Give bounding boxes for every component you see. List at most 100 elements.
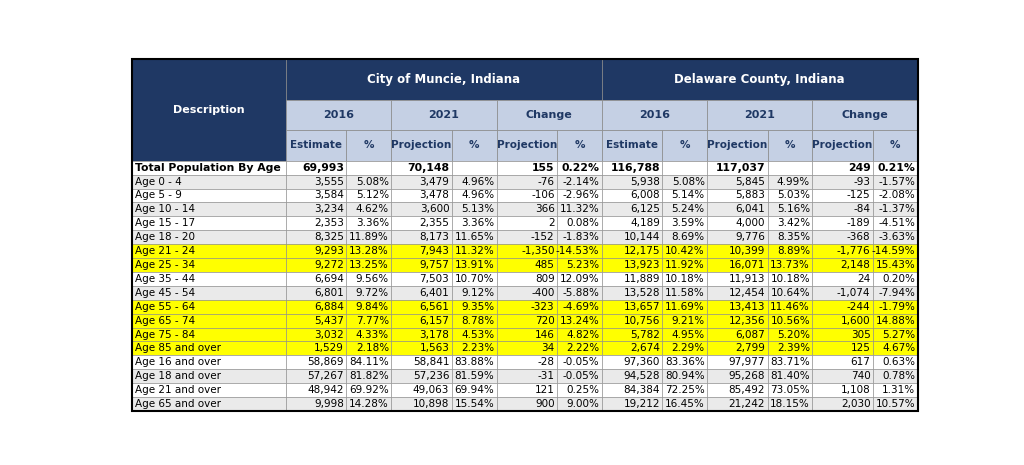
Text: 2.22%: 2.22% [566,344,599,353]
Bar [497,300,557,314]
Text: 9,757: 9,757 [420,260,450,270]
Bar [391,175,452,188]
Bar [132,272,286,286]
Bar [663,397,708,411]
Bar [812,130,872,161]
Bar [452,244,497,258]
Text: 2016: 2016 [324,110,354,120]
Text: -7.94%: -7.94% [879,288,915,298]
Text: -106: -106 [531,191,555,200]
Text: Age 85 and over: Age 85 and over [135,344,221,353]
Bar [663,258,708,272]
Text: 6,401: 6,401 [420,288,450,298]
Bar [812,397,872,411]
Text: 9,776: 9,776 [735,232,765,242]
Bar [391,216,452,230]
Text: 7,943: 7,943 [420,246,450,256]
Text: 34: 34 [542,344,555,353]
Text: 1,563: 1,563 [420,344,450,353]
Text: 11.46%: 11.46% [770,302,810,312]
Text: -28: -28 [538,357,555,367]
Bar [602,130,663,161]
Bar [872,355,918,369]
Text: 14.88%: 14.88% [876,316,915,326]
Text: 11.65%: 11.65% [455,232,495,242]
Bar [602,188,663,202]
Bar [872,230,918,244]
Bar [497,130,557,161]
Bar [602,314,663,327]
Bar [286,258,346,272]
Text: 8,325: 8,325 [314,232,344,242]
Text: 720: 720 [535,316,555,326]
Bar [663,161,708,175]
Text: 12,454: 12,454 [729,288,765,298]
Bar [557,130,602,161]
Text: Age 25 - 34: Age 25 - 34 [135,260,196,270]
Text: 5.14%: 5.14% [672,191,705,200]
Text: 3,032: 3,032 [314,330,344,339]
Bar [286,314,346,327]
Bar [452,202,497,216]
Bar [663,341,708,355]
Bar [557,383,602,397]
Text: -0.05%: -0.05% [563,357,599,367]
Bar [708,244,768,258]
Bar [132,355,286,369]
Text: Projection: Projection [708,140,767,151]
Text: 6,041: 6,041 [735,205,765,214]
Bar [663,383,708,397]
Text: 249: 249 [848,163,870,173]
Bar [812,216,872,230]
Text: 3.36%: 3.36% [461,218,495,228]
Bar [391,300,452,314]
Bar [452,130,497,161]
Bar [452,188,497,202]
Bar [708,272,768,286]
Bar [391,100,497,130]
Bar [452,383,497,397]
Text: -1.83%: -1.83% [562,232,599,242]
Bar [812,244,872,258]
Text: 21,242: 21,242 [729,399,765,409]
Bar [391,314,452,327]
Text: 3,478: 3,478 [420,191,450,200]
Text: 81.82%: 81.82% [349,371,389,381]
Bar [497,175,557,188]
Bar [557,397,602,411]
Text: -152: -152 [531,232,555,242]
Text: Delaware County, Indiana: Delaware County, Indiana [675,73,845,86]
Text: 7.77%: 7.77% [355,316,389,326]
Text: -14.59%: -14.59% [871,246,915,256]
Bar [391,161,452,175]
Bar [286,300,346,314]
Bar [768,383,812,397]
Bar [768,188,812,202]
Bar [132,59,286,161]
Text: -189: -189 [847,218,870,228]
Bar [132,327,286,341]
Bar [391,383,452,397]
Bar [132,161,286,175]
Text: 7,503: 7,503 [420,274,450,284]
Bar [602,327,663,341]
Bar [286,286,346,300]
Bar [768,327,812,341]
Bar [391,397,452,411]
Bar [346,341,391,355]
Bar [768,300,812,314]
Bar [663,272,708,286]
Text: 809: 809 [535,274,555,284]
Bar [872,341,918,355]
Bar [812,230,872,244]
Text: 19,212: 19,212 [624,399,659,409]
Bar [768,202,812,216]
Text: 12.09%: 12.09% [560,274,599,284]
Bar [663,286,708,300]
Text: 11.32%: 11.32% [455,246,495,256]
Text: Age 10 - 14: Age 10 - 14 [135,205,196,214]
Text: 84,384: 84,384 [624,385,659,395]
Text: Age 35 - 44: Age 35 - 44 [135,274,196,284]
Text: 15.54%: 15.54% [455,399,495,409]
Bar [602,383,663,397]
